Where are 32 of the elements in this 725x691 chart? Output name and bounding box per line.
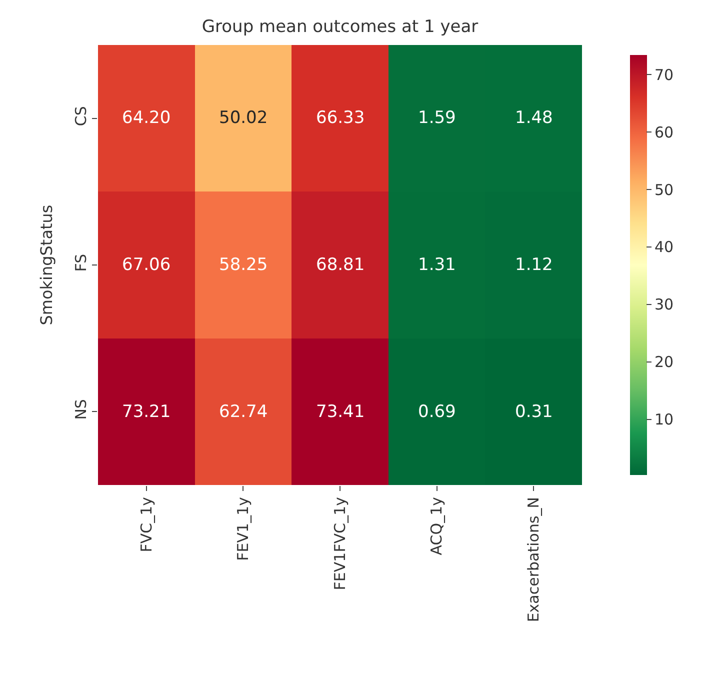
data-label: 0.69: [418, 402, 456, 422]
data-label: 58.25: [219, 255, 268, 275]
y-axis-title: SmokingStatus: [36, 204, 56, 326]
x-tick-label: FEV1_1y: [234, 496, 252, 561]
chart-title: Group mean outcomes at 1 year: [202, 16, 478, 37]
x-tick-label: FEV1FVC_1y: [330, 496, 349, 590]
color-bar-label: 30: [654, 296, 674, 314]
data-label: 1.59: [418, 108, 456, 128]
color-bar-label: 40: [654, 238, 674, 256]
data-label: 64.20: [122, 108, 171, 128]
x-tick-label: FVC_1y: [137, 496, 156, 552]
data-label: 62.74: [219, 402, 268, 422]
data-label: 1.31: [418, 255, 456, 275]
data-label: 50.02: [219, 108, 268, 128]
data-label: 66.33: [316, 108, 365, 128]
x-tick-label: ACQ_1y: [428, 496, 446, 556]
data-label: 73.41: [316, 402, 365, 422]
data-label: 67.06: [122, 255, 171, 275]
x-tick-label: Exacerbations_N: [524, 497, 542, 622]
y-tick-label: NS: [72, 399, 90, 420]
color-bar-label: 60: [654, 123, 674, 142]
data-label: 73.21: [122, 402, 171, 422]
y-tick-label: FS: [72, 254, 90, 272]
data-label: 1.48: [515, 108, 553, 128]
color-bar-label: 70: [654, 66, 674, 84]
color-bar-label: 10: [654, 410, 674, 429]
y-tick-label: CS: [72, 106, 90, 126]
data-label: 0.31: [515, 402, 553, 422]
color-bar-label: 20: [654, 353, 674, 372]
data-label: 1.12: [515, 255, 553, 275]
color-bar-label: 50: [654, 180, 674, 199]
data-label: 68.81: [316, 255, 365, 275]
